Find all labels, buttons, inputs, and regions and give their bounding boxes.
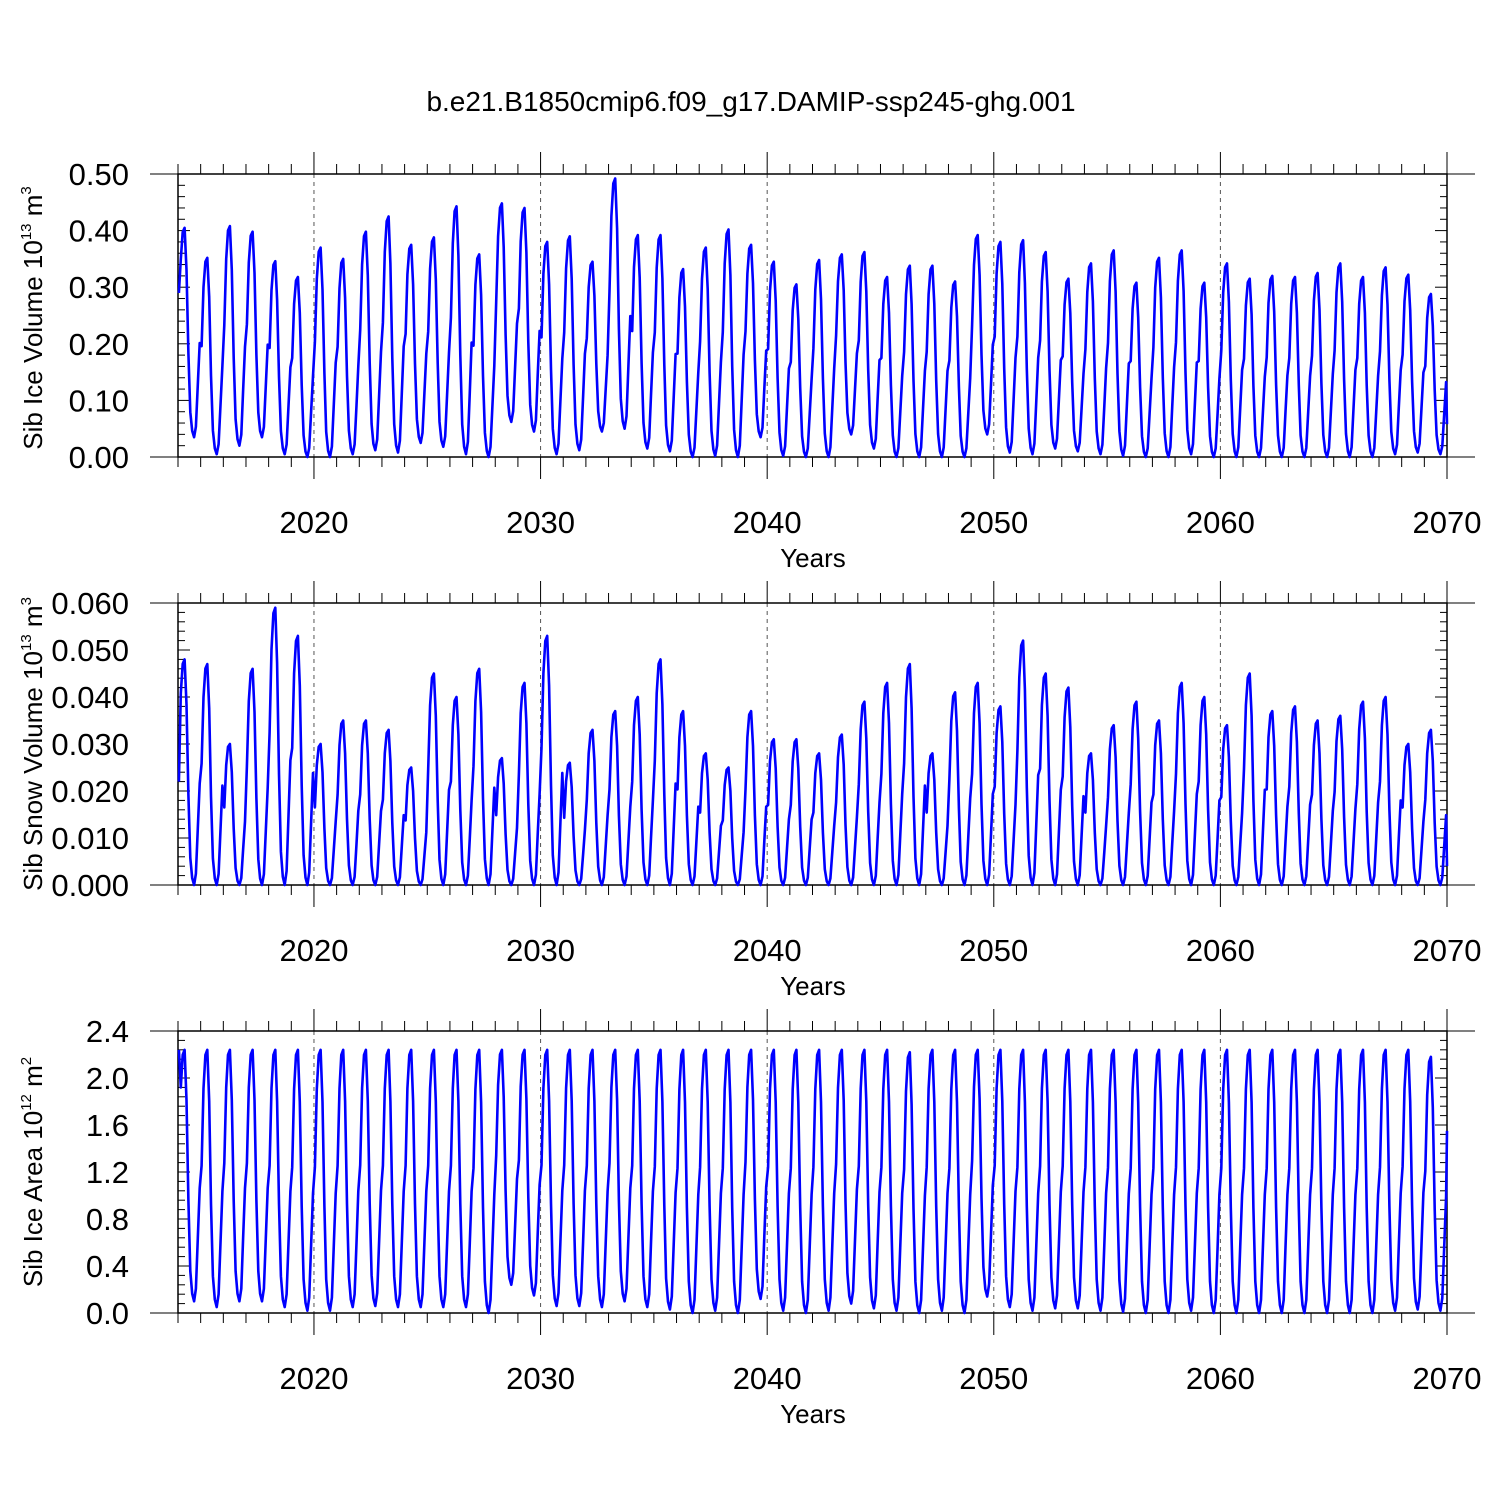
y-axis-title-exponent: 13	[18, 634, 35, 651]
y-tick-label: 2.4	[86, 1014, 129, 1049]
y-axis-title-unit-exponent: 2	[18, 1057, 35, 1065]
x-tick-label: 2050	[959, 933, 1028, 968]
y-tick-label: 0.4	[86, 1249, 129, 1284]
y-axis-title-unit: m	[18, 605, 48, 634]
y-axis-title-prefix: Sib Ice Volume 10	[18, 240, 48, 450]
y-tick-label: 1.6	[86, 1108, 129, 1143]
y-tick-label: 0.20	[69, 327, 129, 362]
y-axis-title-exponent: 12	[18, 1094, 35, 1111]
y-axis-title-prefix: Sib Ice Area 10	[18, 1111, 48, 1287]
y-tick-label: 0.010	[51, 821, 129, 856]
series-line-sib-ice-volume	[177, 177, 1449, 459]
series-line-sib-ice-area	[177, 1048, 1449, 1315]
y-tick-label: 0.060	[51, 586, 129, 621]
x-axis-title: Years	[780, 971, 846, 1001]
y-axis-title: Sib Snow Volume 1013 m3	[18, 597, 48, 891]
x-tick-label: 2020	[279, 505, 348, 540]
y-tick-label: 0.40	[69, 214, 129, 249]
x-tick-label: 2020	[279, 933, 348, 968]
y-tick-label: 0.000	[51, 868, 129, 903]
x-tick-label: 2030	[506, 1361, 575, 1396]
y-tick-label: 0.020	[51, 774, 129, 809]
x-tick-label: 2060	[1186, 1361, 1255, 1396]
y-tick-label: 0.040	[51, 680, 129, 715]
y-tick-label: 0.30	[69, 270, 129, 305]
y-tick-label: 0.00	[69, 440, 129, 475]
x-axis-title: Years	[780, 543, 846, 573]
figure-title: b.e21.B1850cmip6.f09_g17.DAMIP-ssp245-gh…	[426, 86, 1075, 117]
y-tick-label: 0.0	[86, 1296, 129, 1331]
x-tick-label: 2070	[1413, 1361, 1482, 1396]
x-tick-label: 2070	[1413, 933, 1482, 968]
x-tick-label: 2050	[959, 1361, 1028, 1396]
ice-volume-panel: 0.00 0.10 0.20 0.30 0.40 0.50 2020 2030 2040 2050…	[18, 152, 1481, 573]
x-tick-label: 2060	[1186, 505, 1255, 540]
ice-area-panel: 0.0 0.4 0.8 1.2 1.6 2.0 2.4 2020 2030 2040 2050 206…	[18, 1009, 1481, 1429]
x-tick-label: 2040	[733, 505, 802, 540]
y-tick-label: 0.50	[69, 157, 129, 192]
x-tick-label: 2040	[733, 1361, 802, 1396]
y-tick-label: 0.050	[51, 633, 129, 668]
y-tick-label: 0.8	[86, 1202, 129, 1237]
y-axis-title: Sib Ice Volume 1013 m3	[18, 186, 48, 450]
snow-volume-panel: 0.000 0.010 0.020 0.030 0.040 0.050 0.060 2020 2…	[18, 581, 1481, 1001]
y-axis-title-unit-exponent: 3	[18, 186, 35, 194]
y-tick-label: 2.0	[86, 1061, 129, 1096]
x-tick-label: 2060	[1186, 933, 1255, 968]
x-axis-title: Years	[780, 1399, 846, 1429]
y-axis-title-unit: m	[18, 1065, 48, 1094]
x-tick-label: 2030	[506, 505, 575, 540]
y-axis-title-exponent: 13	[18, 223, 35, 240]
x-tick-label: 2020	[279, 1361, 348, 1396]
x-tick-label: 2030	[506, 933, 575, 968]
y-tick-label: 1.2	[86, 1155, 129, 1190]
y-axis-title-unit-exponent: 3	[18, 597, 35, 605]
y-axis-title-prefix: Sib Snow Volume 10	[18, 651, 48, 891]
x-tick-label: 2050	[959, 505, 1028, 540]
x-tick-label: 2040	[733, 933, 802, 968]
y-axis-title-unit: m	[18, 195, 48, 224]
series-line-sib-snow-volume	[177, 606, 1449, 887]
x-tick-label: 2070	[1413, 505, 1482, 540]
y-axis-title: Sib Ice Area 1012 m2	[18, 1057, 48, 1287]
y-tick-label: 0.10	[69, 383, 129, 418]
y-tick-label: 0.030	[51, 727, 129, 762]
